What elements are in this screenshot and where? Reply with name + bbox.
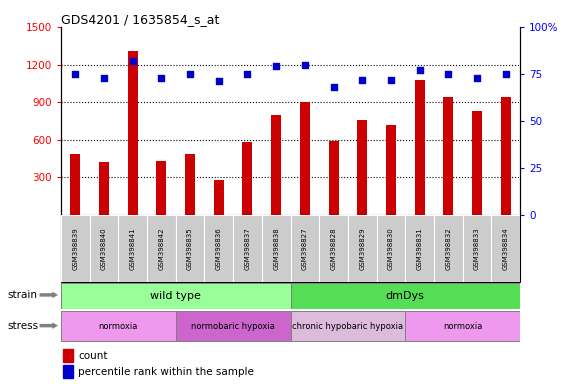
Text: GSM398833: GSM398833 bbox=[474, 227, 480, 270]
Point bbox=[357, 76, 367, 83]
Bar bbox=[328, 141, 339, 215]
FancyBboxPatch shape bbox=[233, 215, 262, 282]
Point bbox=[415, 67, 424, 73]
Point bbox=[271, 63, 281, 70]
FancyBboxPatch shape bbox=[290, 215, 319, 282]
FancyBboxPatch shape bbox=[290, 283, 520, 309]
Text: count: count bbox=[78, 351, 108, 361]
FancyBboxPatch shape bbox=[175, 215, 205, 282]
Point bbox=[128, 58, 137, 64]
Text: GSM398840: GSM398840 bbox=[101, 227, 107, 270]
Text: GSM398835: GSM398835 bbox=[187, 227, 193, 270]
Point bbox=[444, 71, 453, 77]
Point bbox=[386, 76, 396, 83]
Text: GSM398841: GSM398841 bbox=[130, 227, 136, 270]
Text: GSM398831: GSM398831 bbox=[417, 227, 422, 270]
Text: percentile rank within the sample: percentile rank within the sample bbox=[78, 367, 254, 377]
Text: GDS4201 / 1635854_s_at: GDS4201 / 1635854_s_at bbox=[61, 13, 220, 26]
Point bbox=[300, 61, 310, 68]
Bar bbox=[443, 97, 453, 215]
FancyBboxPatch shape bbox=[290, 311, 406, 341]
FancyBboxPatch shape bbox=[89, 215, 119, 282]
Text: GSM398828: GSM398828 bbox=[331, 227, 336, 270]
FancyBboxPatch shape bbox=[348, 215, 376, 282]
Bar bbox=[99, 162, 109, 215]
Text: wild type: wild type bbox=[150, 291, 201, 301]
FancyBboxPatch shape bbox=[319, 215, 348, 282]
Bar bbox=[501, 97, 511, 215]
FancyBboxPatch shape bbox=[61, 283, 290, 309]
Bar bbox=[185, 154, 195, 215]
Bar bbox=[63, 365, 73, 379]
Text: GSM398829: GSM398829 bbox=[359, 227, 365, 270]
Bar bbox=[300, 102, 310, 215]
Point bbox=[243, 71, 252, 77]
FancyBboxPatch shape bbox=[406, 215, 434, 282]
Point bbox=[472, 74, 482, 81]
FancyBboxPatch shape bbox=[205, 215, 233, 282]
Bar bbox=[214, 180, 224, 215]
Bar bbox=[357, 120, 367, 215]
Text: GSM398836: GSM398836 bbox=[216, 227, 222, 270]
Point bbox=[71, 71, 80, 77]
Bar bbox=[63, 349, 73, 362]
FancyBboxPatch shape bbox=[147, 215, 175, 282]
Text: GSM398830: GSM398830 bbox=[388, 227, 394, 270]
Text: GSM398837: GSM398837 bbox=[245, 227, 250, 270]
FancyBboxPatch shape bbox=[492, 215, 520, 282]
Text: normobaric hypoxia: normobaric hypoxia bbox=[191, 321, 275, 331]
Text: GSM398832: GSM398832 bbox=[445, 227, 451, 270]
Point bbox=[157, 74, 166, 81]
Text: GSM398838: GSM398838 bbox=[273, 227, 279, 270]
FancyBboxPatch shape bbox=[462, 215, 492, 282]
Bar bbox=[271, 115, 281, 215]
Text: normoxia: normoxia bbox=[443, 321, 482, 331]
Text: strain: strain bbox=[7, 290, 37, 300]
FancyBboxPatch shape bbox=[434, 215, 462, 282]
Bar bbox=[242, 142, 253, 215]
Bar bbox=[386, 125, 396, 215]
Point bbox=[99, 74, 109, 81]
FancyBboxPatch shape bbox=[175, 311, 290, 341]
FancyBboxPatch shape bbox=[61, 215, 89, 282]
Point bbox=[185, 71, 195, 77]
FancyBboxPatch shape bbox=[406, 311, 520, 341]
FancyBboxPatch shape bbox=[262, 215, 290, 282]
Bar bbox=[70, 154, 80, 215]
Bar bbox=[472, 111, 482, 215]
Bar bbox=[156, 161, 166, 215]
Bar bbox=[415, 79, 425, 215]
Text: chronic hypobaric hypoxia: chronic hypobaric hypoxia bbox=[292, 321, 403, 331]
Point bbox=[329, 84, 338, 90]
FancyBboxPatch shape bbox=[61, 311, 175, 341]
Text: GSM398842: GSM398842 bbox=[159, 227, 164, 270]
Text: stress: stress bbox=[7, 321, 38, 331]
Text: GSM398839: GSM398839 bbox=[73, 227, 78, 270]
Text: dmDys: dmDys bbox=[386, 291, 425, 301]
Bar bbox=[128, 51, 138, 215]
Text: GSM398834: GSM398834 bbox=[503, 227, 508, 270]
Point bbox=[214, 78, 224, 84]
Text: normoxia: normoxia bbox=[99, 321, 138, 331]
Point bbox=[501, 71, 510, 77]
FancyBboxPatch shape bbox=[376, 215, 406, 282]
FancyBboxPatch shape bbox=[119, 215, 147, 282]
Text: GSM398827: GSM398827 bbox=[302, 227, 308, 270]
